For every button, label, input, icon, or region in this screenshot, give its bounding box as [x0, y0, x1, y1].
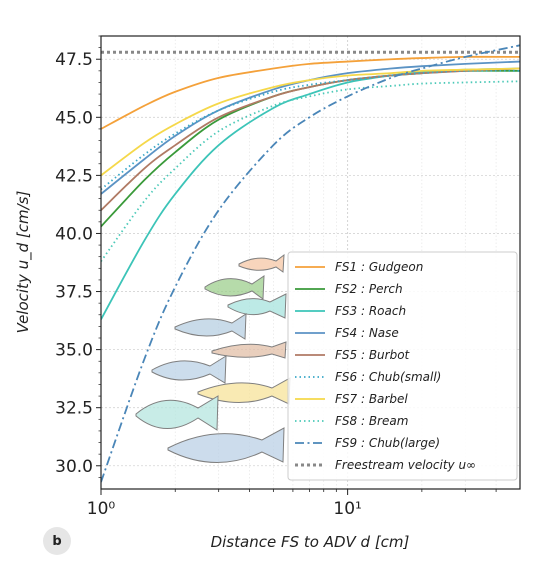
legend-entry: FS2 : Perch	[335, 282, 403, 296]
series-line-4	[101, 60, 520, 195]
fish-chub-large-icon	[167, 427, 285, 463]
series-lines	[101, 44, 520, 483]
legend: FS1 : Gudgeon FS2 : Perch FS3 : Roach FS4 :…	[287, 251, 518, 481]
y-tick-label: 45.0	[55, 108, 93, 128]
legend-entry: FS9 : Chub(large)	[335, 436, 440, 450]
legend-entry: Freestream velocity u∞	[335, 458, 476, 472]
x-tick-label: 10⁰	[87, 499, 116, 519]
y-tick-label: 47.5	[55, 50, 93, 70]
legend-box	[287, 251, 518, 481]
series-line-5	[101, 67, 520, 211]
y-tick-label: 35.0	[55, 341, 93, 361]
legend-entry: FS6 : Chub(small)	[335, 370, 441, 384]
fish-chub-small-icon	[151, 355, 227, 384]
series-line-7	[101, 67, 520, 177]
y-tick-label: 32.5	[55, 399, 93, 419]
x-tick-label: 10¹	[333, 499, 361, 519]
legend-entry: FS5 : Burbot	[335, 348, 411, 362]
series-line-8	[101, 80, 520, 262]
legend-entry: FS7 : Barbel	[335, 392, 408, 406]
fish-perch-icon	[204, 275, 265, 300]
panel-label: b	[43, 527, 71, 555]
legend-entry: FS4 : Nase	[335, 326, 399, 340]
axis-ticks: 30.0 32.5 35.0 37.5 40.0 42.5 45.0 47.5 10⁰ 10¹	[55, 35, 497, 519]
series-line-9	[101, 44, 520, 483]
y-tick-label: 30.0	[55, 457, 93, 477]
fish-bream-icon	[135, 395, 219, 431]
y-tick-label: 40.0	[55, 224, 93, 244]
x-axis-label: Distance FS to ADV d [cm]	[211, 533, 410, 551]
legend-entry: FS3 : Roach	[335, 304, 406, 318]
series-line-1	[101, 55, 520, 130]
fish-gudgeon-icon	[238, 253, 285, 273]
y-tick-label: 42.5	[55, 166, 93, 186]
fish-nase-icon	[174, 313, 247, 340]
fish-roach-icon	[227, 293, 287, 319]
fish-illustrations	[135, 253, 291, 463]
y-tick-label: 37.5	[55, 283, 93, 303]
legend-entry: FS1 : Gudgeon	[335, 260, 423, 274]
series-line-6	[101, 69, 520, 191]
y-axis-label: Velocity u_d [cm/s]	[14, 191, 33, 334]
fish-burbot-icon	[211, 341, 287, 359]
legend-entry: FS8 : Bream	[335, 414, 408, 428]
plot-frame	[100, 35, 521, 490]
